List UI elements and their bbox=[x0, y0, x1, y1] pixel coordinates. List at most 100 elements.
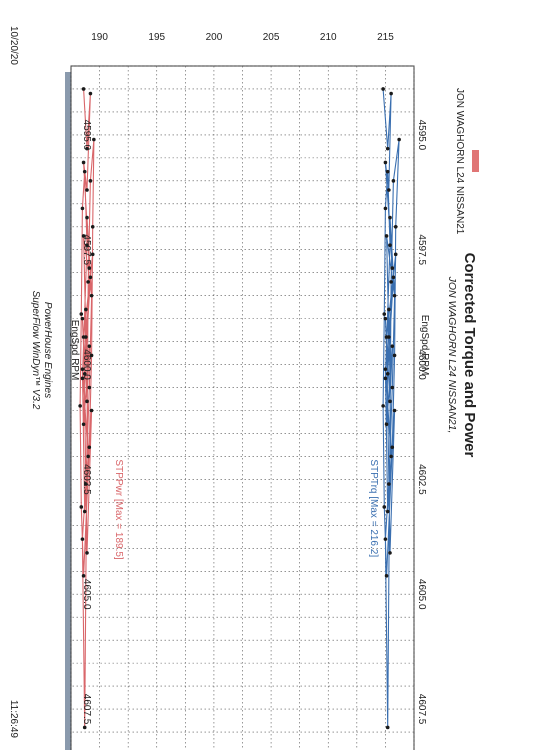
data-point bbox=[79, 505, 84, 509]
data-point bbox=[397, 137, 401, 142]
data-point bbox=[80, 367, 85, 371]
data-point bbox=[85, 215, 89, 220]
data-point bbox=[385, 725, 390, 730]
data-point bbox=[80, 316, 85, 321]
chart-subtitle: JON WAGHORN L24 NISSAN21, bbox=[446, 276, 458, 434]
data-point bbox=[82, 169, 87, 174]
data-point bbox=[89, 408, 94, 413]
data-point bbox=[86, 454, 90, 459]
data-point bbox=[89, 293, 94, 298]
footer-time: 11:26:49 bbox=[8, 700, 19, 739]
data-point bbox=[390, 266, 395, 270]
x-tick-label-top: 4597.5 bbox=[416, 234, 427, 265]
x-axis-label-bottom: EngSpd RPM bbox=[69, 320, 80, 381]
data-point bbox=[90, 224, 95, 229]
data-point bbox=[92, 137, 96, 142]
data-point bbox=[85, 188, 89, 192]
x-ticks-bottom: 4595.0 4597.5 4600.0 4602.5 4605.0 4607.5 bbox=[81, 120, 92, 725]
data-point bbox=[388, 215, 392, 220]
data-point bbox=[84, 482, 88, 486]
x-tick-label-top: 4605.0 bbox=[416, 579, 427, 610]
y-tick-label: 200 bbox=[206, 32, 223, 43]
series-line-0 bbox=[382, 88, 400, 728]
series-layer: STPTrq [Max = 216.2] STPPwr [Max = 189.5] bbox=[78, 87, 401, 730]
data-point bbox=[390, 385, 395, 390]
data-point bbox=[389, 454, 393, 459]
x-tick-label-bottom: 4602.5 bbox=[81, 464, 92, 495]
data-point bbox=[81, 160, 86, 165]
data-point bbox=[88, 179, 93, 183]
data-point bbox=[87, 385, 92, 390]
data-point bbox=[82, 371, 87, 376]
y-tick-label: 210 bbox=[320, 32, 337, 43]
data-point bbox=[85, 399, 89, 404]
x-tick-label-top: 4600.0 bbox=[416, 349, 427, 380]
data-point bbox=[392, 408, 397, 413]
y-tick-label: 205 bbox=[263, 32, 280, 43]
x-tick-label-bottom: 4605.0 bbox=[81, 579, 92, 610]
data-point bbox=[384, 574, 389, 578]
data-point bbox=[81, 422, 86, 427]
data-point bbox=[85, 551, 89, 555]
x-tick-label-bottom: 4600.0 bbox=[81, 349, 92, 380]
data-point bbox=[390, 344, 395, 348]
data-point bbox=[89, 353, 94, 358]
data-point bbox=[383, 316, 388, 321]
data-point bbox=[389, 91, 393, 96]
data-point bbox=[85, 146, 89, 151]
series-label-0: STPTrq [Max = 216.2] bbox=[368, 459, 379, 557]
data-point bbox=[383, 376, 388, 381]
data-point bbox=[87, 266, 92, 270]
data-point bbox=[81, 234, 86, 238]
x-tick-label-bottom: 4607.5 bbox=[81, 694, 92, 725]
data-point bbox=[382, 312, 387, 316]
y-tick-label: 195 bbox=[148, 32, 165, 43]
data-point bbox=[382, 505, 387, 509]
data-point bbox=[392, 293, 397, 298]
y-ticks: 190 195 200 205 210 215 bbox=[91, 32, 394, 43]
data-point bbox=[90, 252, 95, 257]
data-point bbox=[383, 206, 388, 211]
data-point bbox=[79, 312, 84, 316]
data-point bbox=[84, 307, 88, 312]
x-tick-label-bottom: 4595.0 bbox=[81, 120, 92, 151]
data-point bbox=[85, 243, 89, 247]
data-point bbox=[80, 376, 85, 381]
data-point bbox=[385, 371, 390, 376]
data-point bbox=[393, 224, 398, 229]
data-point bbox=[391, 275, 396, 280]
grid bbox=[70, 65, 415, 750]
data-point bbox=[82, 725, 87, 730]
y-tick-label: 215 bbox=[377, 32, 394, 43]
data-point bbox=[388, 551, 392, 555]
x-ticks-top: 4595.0 4597.5 4600.0 4602.5 4605.0 4607.5 bbox=[416, 120, 427, 725]
data-point bbox=[387, 482, 391, 486]
x-tick-label-bottom: 4597.5 bbox=[81, 234, 92, 265]
data-point bbox=[80, 206, 85, 211]
data-point bbox=[384, 335, 389, 339]
data-point bbox=[88, 275, 93, 280]
data-point bbox=[385, 509, 390, 514]
data-point bbox=[80, 537, 85, 541]
data-point bbox=[81, 87, 86, 91]
data-point bbox=[390, 445, 395, 450]
x-axis-label-top: EngSpd RPM bbox=[419, 315, 430, 376]
x-tick-label-top: 4595.0 bbox=[416, 120, 427, 151]
data-point bbox=[391, 179, 396, 183]
data-point bbox=[384, 422, 389, 427]
data-point bbox=[383, 367, 388, 371]
data-point bbox=[384, 234, 389, 238]
x-tick-label-top: 4607.5 bbox=[416, 694, 427, 725]
data-point bbox=[81, 335, 86, 339]
footer-company: PowerHouse Engines bbox=[42, 302, 53, 398]
data-point bbox=[81, 574, 86, 578]
footer-software: SuperFlow WinDyn™ V3.2 bbox=[30, 291, 41, 410]
data-point bbox=[86, 280, 90, 284]
footer-date: 10/20/20 bbox=[8, 26, 19, 65]
data-point bbox=[387, 188, 391, 192]
data-point bbox=[381, 404, 385, 408]
chart-title: Corrected Torque and Power bbox=[461, 253, 478, 458]
series-line-1 bbox=[79, 88, 95, 728]
data-point bbox=[388, 399, 392, 404]
data-point bbox=[381, 87, 385, 91]
